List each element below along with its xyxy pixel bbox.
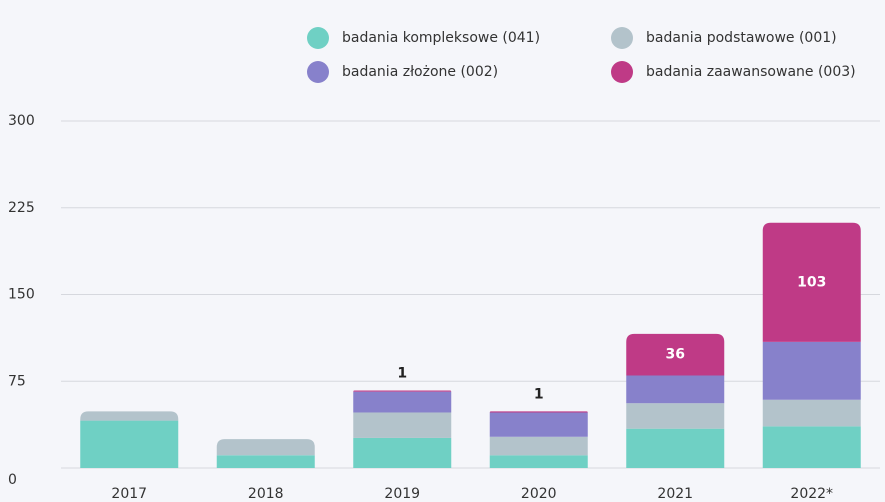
bar-segment: [626, 428, 725, 468]
legend-swatch: [611, 27, 633, 49]
legend-label: badania złożone (002): [342, 64, 498, 80]
bar-segment: [762, 426, 861, 468]
x-tick-label: 2021: [657, 486, 693, 502]
legend-swatch: [307, 27, 329, 49]
bar-segment: [353, 390, 452, 392]
bar-segment: [216, 439, 315, 456]
x-tick-label: 2017: [111, 486, 147, 502]
legend-label: badania podstawowe (001): [646, 30, 837, 46]
bar-segment: [353, 391, 452, 413]
x-tick-label: 2019: [384, 486, 420, 502]
legend-label: badania zaawansowane (003): [646, 64, 856, 80]
y-tick-label: 75: [8, 373, 26, 389]
data-label: 1: [534, 386, 544, 402]
bar-segment: [80, 420, 179, 468]
x-tick-label: 2020: [521, 486, 557, 502]
x-tick-label: 2018: [248, 486, 284, 502]
bar-segment: [353, 412, 452, 438]
data-label: 103: [797, 274, 826, 290]
bar-segment: [762, 399, 861, 427]
bar-segment: [80, 411, 179, 421]
data-label: 1: [397, 366, 407, 382]
bar-segment: [626, 375, 725, 404]
bar-segment: [489, 411, 588, 413]
bar-segment: [489, 455, 588, 468]
bar-segment: [762, 222, 861, 342]
bar-segment: [353, 437, 452, 468]
bar-segment: [626, 403, 725, 429]
y-tick-label: 300: [8, 113, 35, 129]
y-tick-label: 225: [8, 200, 35, 216]
bar-segment: [489, 412, 588, 437]
bar-segment: [216, 455, 315, 468]
legend-swatch: [611, 61, 633, 83]
data-label: 36: [666, 347, 685, 363]
legend-swatch: [307, 61, 329, 83]
x-tick-label: 2022*: [790, 486, 833, 502]
y-tick-label: 150: [8, 287, 35, 303]
legend-label: badania kompleksowe (041): [342, 30, 540, 46]
bar-segment: [489, 436, 588, 456]
bar-segment: [626, 333, 725, 376]
y-tick-label: 0: [8, 472, 17, 488]
bar-segment: [762, 341, 861, 400]
